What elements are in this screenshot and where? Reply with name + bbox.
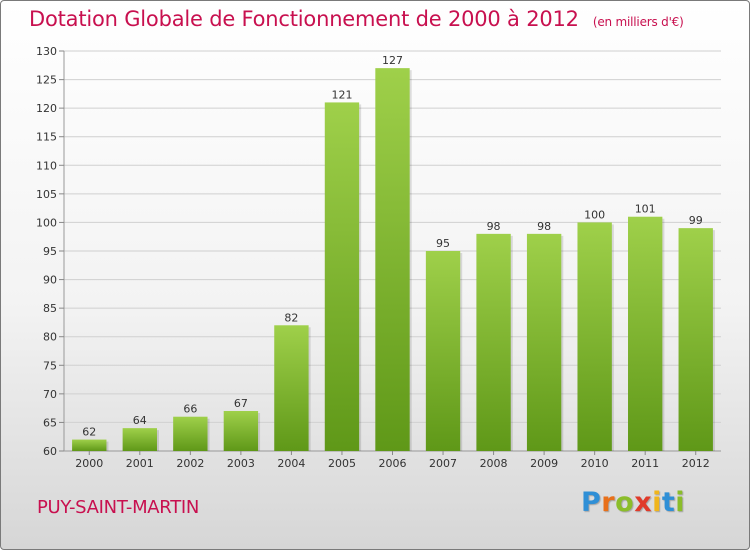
chart-title: Dotation Globale de Fonctionnement de 20… xyxy=(29,7,684,31)
x-tick-label: 2009 xyxy=(530,457,558,470)
chart-unit: (en milliers d'€) xyxy=(592,15,684,29)
y-tick-label: 110 xyxy=(36,159,57,172)
x-tick-label: 2003 xyxy=(227,457,255,470)
x-tick-label: 2008 xyxy=(480,457,508,470)
bar xyxy=(72,439,107,451)
y-tick-label: 85 xyxy=(43,302,57,315)
data-label: 95 xyxy=(436,237,450,250)
y-tick-label: 65 xyxy=(43,416,57,429)
x-tick-label: 2000 xyxy=(75,457,103,470)
y-axis-ticks: 60 65 70 75 80 85 90 95 100 105 110 115 120 125 130 xyxy=(36,45,64,458)
x-tick-label: 2010 xyxy=(581,457,609,470)
data-label: 98 xyxy=(537,220,551,233)
logo-letter: P xyxy=(581,487,602,518)
bar xyxy=(223,411,259,451)
bars xyxy=(72,68,715,452)
logo-letter: x xyxy=(634,487,653,518)
chart-title-text: Dotation Globale de Fonctionnement de 20… xyxy=(29,7,579,31)
data-label: 62 xyxy=(82,426,96,439)
town-name: PUY-SAINT-MARTIN xyxy=(37,497,200,518)
bar xyxy=(526,233,562,451)
bar xyxy=(274,325,309,451)
logo-letter: i xyxy=(652,487,662,518)
y-tick-label: 90 xyxy=(43,274,57,287)
data-label: 100 xyxy=(584,208,605,221)
bar xyxy=(375,68,410,452)
bar xyxy=(122,428,157,451)
y-tick-label: 95 xyxy=(43,245,57,258)
y-tick-label: 100 xyxy=(36,216,57,229)
data-label: 82 xyxy=(284,311,298,324)
x-tick-label: 2004 xyxy=(277,457,305,470)
y-tick-label: 60 xyxy=(43,445,57,458)
x-tick-label: 2001 xyxy=(126,457,154,470)
x-tick-label: 2006 xyxy=(379,457,407,470)
x-tick-label: 2005 xyxy=(328,457,356,470)
bar xyxy=(628,216,663,451)
data-label: 127 xyxy=(382,54,403,67)
data-label: 101 xyxy=(635,203,656,216)
y-tick-label: 80 xyxy=(43,331,57,344)
y-tick-label: 130 xyxy=(36,45,57,58)
bar xyxy=(324,102,360,451)
bar xyxy=(476,233,511,451)
bar xyxy=(577,222,612,451)
x-axis-ticks: 2000 2001 2002 2003 2004 2005 2006 2007 2008 2009… xyxy=(75,451,710,470)
data-label: 66 xyxy=(183,403,197,416)
logo-letter: r xyxy=(601,487,616,518)
data-label: 64 xyxy=(133,414,147,427)
y-tick-label: 105 xyxy=(36,188,57,201)
y-tick-label: 120 xyxy=(36,102,57,115)
data-label: 99 xyxy=(689,214,703,227)
bar xyxy=(173,416,208,451)
logo-letter: t xyxy=(661,487,676,518)
x-tick-label: 2007 xyxy=(429,457,457,470)
y-tick-label: 115 xyxy=(36,131,57,144)
y-tick-label: 125 xyxy=(36,74,57,87)
y-tick-label: 75 xyxy=(43,359,57,372)
data-label: 121 xyxy=(331,88,352,101)
x-tick-label: 2012 xyxy=(682,457,710,470)
logo-letter: o xyxy=(615,487,635,518)
data-labels: 62 64 66 67 82 121 127 95 98 98 100 101 99 xyxy=(82,54,702,438)
x-tick-label: 2011 xyxy=(631,457,659,470)
y-tick-label: 70 xyxy=(43,388,57,401)
data-label: 98 xyxy=(487,220,501,233)
bar xyxy=(678,228,713,451)
x-tick-label: 2002 xyxy=(176,457,204,470)
logo-letter: i xyxy=(675,487,686,518)
data-label: 67 xyxy=(234,397,248,410)
proxiti-logo: Proxiti xyxy=(581,487,685,518)
bar xyxy=(425,251,461,451)
